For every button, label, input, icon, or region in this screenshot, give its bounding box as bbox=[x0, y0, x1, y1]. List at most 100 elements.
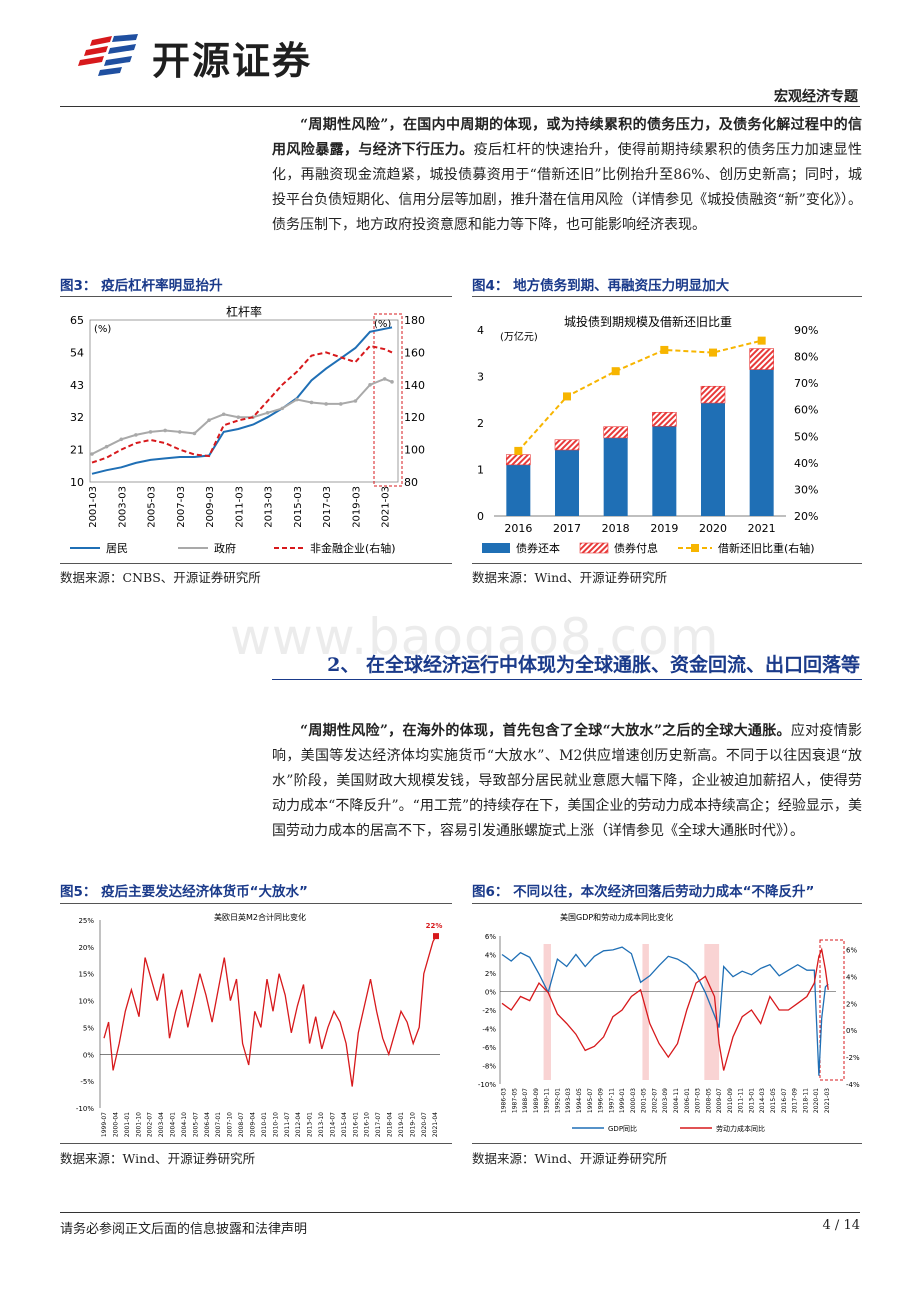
fig5-x-tick: 2004-10 bbox=[181, 1112, 188, 1137]
fig3-x-tick: 2017-03 bbox=[322, 486, 333, 528]
fig3-legend-label: 居民 bbox=[106, 542, 128, 555]
paragraph-1-text: 疫后杠杆的快速抬升，使得前期持续累积的债务压力加速显性化，再融资现金流趋紧，城投… bbox=[272, 142, 863, 233]
fig5-x-tick: 2013-10 bbox=[318, 1112, 325, 1137]
fig3-divider bbox=[60, 296, 452, 297]
fig4-ratio-marker bbox=[563, 392, 571, 401]
fig6-x-tick: 2010-09 bbox=[727, 1088, 734, 1113]
fig6-y-left-tick: 6% bbox=[485, 933, 496, 941]
fig5-x-tick: 2000-04 bbox=[112, 1112, 119, 1137]
fig4-bar-principal bbox=[603, 437, 628, 516]
fig3-y-right-tick: 80 bbox=[404, 476, 418, 489]
fig6-y-left-tick: -4% bbox=[482, 1026, 496, 1034]
fig5-x-tick: 2020-07 bbox=[421, 1112, 428, 1137]
fig3-source: 数据来源：CNBS、开源证券研究所 bbox=[60, 570, 261, 585]
fig6-x-tick: 2015-05 bbox=[770, 1088, 777, 1113]
fig5-x-tick: 2016-10 bbox=[364, 1112, 371, 1137]
fig5-source: 数据来源：Wind、开源证券研究所 bbox=[60, 1151, 256, 1166]
fig6-x-tick: 1995-07 bbox=[587, 1088, 594, 1113]
fig5-y-tick: 5% bbox=[83, 1024, 94, 1032]
fig6-y-right-tick: -4% bbox=[846, 1081, 860, 1089]
fig5-y-tick: 20% bbox=[78, 944, 94, 952]
fig6-y-right-tick: 0% bbox=[846, 1027, 857, 1035]
fig5-x-tick: 2017-07 bbox=[375, 1112, 382, 1137]
fig4-bar-interest bbox=[506, 454, 531, 466]
fig3-series-marker bbox=[295, 397, 299, 402]
fig5-x-tick: 2011-07 bbox=[284, 1112, 291, 1137]
fig3-series-marker bbox=[134, 433, 138, 437]
fig3-x-tick: 2003-03 bbox=[117, 486, 128, 528]
fig5-x-tick: 2015-04 bbox=[341, 1112, 348, 1137]
fig3-bottom-divider bbox=[60, 563, 452, 564]
fig6-chart: 美国GDP和劳动力成本同比变化 6% 4% 2% 0% -2% -4% -6% -8% -10% 6… bbox=[478, 912, 860, 1133]
fig5-last-point-label: 22% bbox=[426, 922, 443, 930]
fig4-bar-interest bbox=[749, 348, 774, 370]
fig5-x-tick: 2019-01 bbox=[398, 1112, 405, 1137]
fig6-series-line bbox=[501, 947, 829, 1071]
fig6-x-tick: 1987-05 bbox=[511, 1088, 518, 1113]
fig4-y-right-tick: 20% bbox=[794, 510, 818, 523]
fig6-x-tick: 2021-03 bbox=[824, 1088, 831, 1113]
fig4-legend-label: 债券付息 bbox=[614, 541, 658, 555]
fig4-title: 图4： 地方债务到期、再融资压力明显加大 bbox=[472, 278, 730, 294]
fig6-x-tick: 1997-11 bbox=[608, 1088, 615, 1113]
fig4-x-tick: 2017 bbox=[553, 522, 581, 535]
fig6-highlight-box bbox=[819, 939, 845, 1081]
fig4-y-right-tick: 40% bbox=[794, 457, 818, 470]
fig6-x-tick: 2020-01 bbox=[813, 1088, 820, 1113]
fig5-x-tick: 2001-10 bbox=[135, 1112, 142, 1137]
fig3-series-marker bbox=[119, 437, 124, 442]
fig4-legend-label: 借新还旧比重(右轴) bbox=[718, 541, 815, 555]
fig4-x-tick: 2020 bbox=[699, 522, 727, 535]
fig4-x-tick: 2021 bbox=[748, 522, 776, 535]
fig5-x-tick: 2010-01 bbox=[261, 1112, 268, 1137]
fig6-x-tick: 1996-09 bbox=[598, 1088, 605, 1113]
fig3-series-line bbox=[91, 344, 393, 464]
fig4-legend-label: 债券还本 bbox=[516, 541, 560, 555]
logo-text: 开源证券 bbox=[152, 39, 313, 83]
fig4-bar-interest bbox=[603, 426, 628, 439]
fig4-ratio-marker bbox=[514, 446, 523, 455]
header-divider bbox=[60, 106, 860, 107]
fig3-legend-label: 非金融企业(右轴) bbox=[310, 541, 396, 555]
fig3-y-left-tick: 65 bbox=[70, 314, 84, 327]
fig5-y-tick: -5% bbox=[80, 1078, 94, 1086]
logo-icon bbox=[78, 34, 138, 76]
fig4-ratio-marker bbox=[660, 345, 669, 354]
fig3-series-marker bbox=[221, 412, 226, 417]
fig3-x-tick: 2007-03 bbox=[176, 486, 187, 528]
fig5-x-tick: 2012-04 bbox=[295, 1112, 302, 1137]
fig6-y-left-tick: 4% bbox=[485, 952, 496, 960]
fig3-y-right-tick: 180 bbox=[404, 314, 425, 327]
fig3-y-right-tick: 160 bbox=[404, 346, 425, 359]
fig3-x-tick: 2009-03 bbox=[205, 486, 216, 528]
fig5-x-tick: 2005-07 bbox=[192, 1112, 199, 1137]
fig6-bottom-divider bbox=[472, 1143, 862, 1144]
fig3-series-marker bbox=[90, 452, 94, 456]
fig5-y-tick: 15% bbox=[78, 971, 94, 979]
fig5-x-tick: 2009-04 bbox=[249, 1112, 256, 1137]
fig3-x-tick: 2005-03 bbox=[147, 486, 158, 528]
fig4-bar-principal bbox=[652, 426, 677, 516]
fig3-series-line bbox=[91, 377, 393, 455]
fig3-y-left-tick: 32 bbox=[70, 411, 84, 424]
fig5-x-tick: 2006-04 bbox=[204, 1112, 211, 1137]
fig6-y-left-tick: -8% bbox=[482, 1063, 496, 1071]
fig4-y-left-tick: 4 bbox=[477, 324, 484, 337]
fig4-y-right-tick: 90% bbox=[794, 324, 818, 337]
fig3-series-marker bbox=[382, 377, 387, 381]
fig4-y-left-tick: 1 bbox=[477, 464, 484, 477]
fig6-y-right-tick: 2% bbox=[846, 1000, 857, 1008]
fig5-title: 图5： 疫后主要发达经济体货币“大放水” bbox=[60, 884, 308, 900]
fig5-x-tick: 2013-01 bbox=[307, 1112, 314, 1137]
fig3-series-marker bbox=[368, 383, 372, 387]
fig3-y-left-tick: 43 bbox=[70, 379, 84, 392]
fig6-legend-label: 劳动力成本同比 bbox=[716, 1124, 765, 1133]
section-2-title: 2、 在全球经济运行中体现为全球通胀、资金回流、出口回落等 bbox=[327, 654, 860, 676]
fig3-series-marker bbox=[338, 402, 343, 406]
fig3-x-tick: 2011-03 bbox=[234, 486, 245, 528]
fig3-series-marker bbox=[280, 406, 285, 411]
fig4-bar-principal bbox=[701, 403, 725, 516]
fig4-y-left-tick: 0 bbox=[477, 510, 484, 523]
fig4-bar-principal bbox=[749, 369, 774, 516]
fig3-series-marker bbox=[148, 430, 153, 434]
